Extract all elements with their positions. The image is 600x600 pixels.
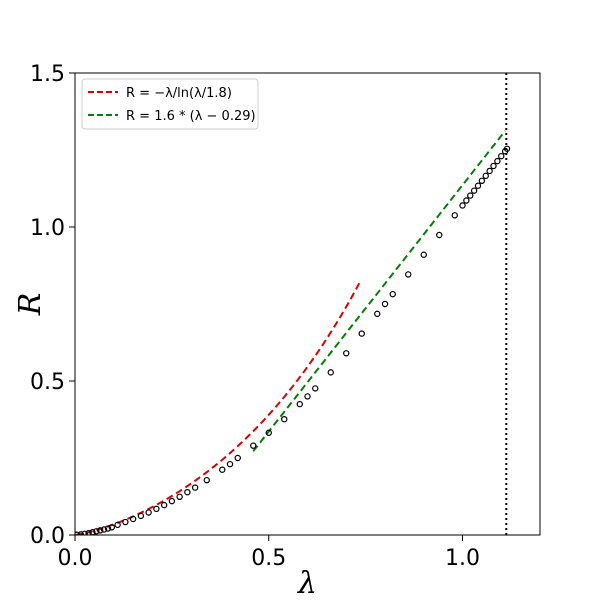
data-point — [381, 300, 389, 308]
x-tick-label: 0.0 — [58, 546, 93, 571]
data-point — [490, 162, 497, 170]
data-point — [122, 518, 129, 526]
x-axis-label: λ — [297, 566, 317, 600]
data-point — [265, 429, 272, 436]
data-point — [96, 527, 104, 534]
data-point — [145, 509, 152, 516]
data-point — [85, 529, 92, 535]
data-point — [100, 526, 108, 533]
plot-area-frame — [74, 72, 541, 536]
data-point — [327, 369, 334, 376]
y-tick-label: 0.0 — [30, 524, 65, 549]
data-point — [389, 290, 396, 298]
data-point — [226, 460, 234, 468]
data-point — [459, 202, 466, 209]
data-point — [176, 493, 183, 501]
y-tick-label: 1.5 — [30, 62, 65, 87]
data-point — [168, 497, 176, 505]
data-point — [77, 531, 85, 535]
data-point — [498, 152, 505, 160]
axis-ticks: 0.0 0.5 1.0 0.0 0.5 1.0 1.5 — [30, 62, 480, 571]
data-point — [374, 310, 381, 318]
legend-entry-fit2: R = 1.6 * (λ − 0.29) — [126, 109, 256, 124]
data-point — [405, 271, 412, 278]
data-point — [358, 330, 365, 337]
data-point — [219, 466, 226, 473]
data-point — [234, 454, 241, 462]
data-point — [478, 177, 486, 184]
data-point — [191, 484, 199, 491]
y-axis-label: R — [13, 293, 48, 317]
fit-curve-1 — [75, 281, 361, 535]
data-point — [153, 505, 160, 513]
data-point — [474, 182, 482, 189]
data-point — [494, 157, 501, 165]
data-point — [129, 515, 137, 523]
data-point — [137, 512, 145, 520]
y-tick-label: 0.5 — [30, 370, 65, 395]
data-point — [160, 501, 168, 509]
data-point — [486, 167, 493, 175]
data-point — [203, 476, 210, 484]
data-point — [470, 187, 478, 194]
data-point — [436, 231, 443, 239]
x-tick-label: 0.5 — [251, 546, 286, 571]
data-point — [281, 415, 288, 423]
data-point — [467, 192, 474, 199]
data-point — [343, 350, 350, 357]
data-point — [81, 530, 88, 535]
data-point — [463, 197, 470, 204]
data-point — [482, 172, 489, 180]
data-point — [312, 385, 319, 392]
data-point — [296, 400, 303, 408]
data-point — [503, 145, 511, 152]
data-point — [114, 521, 121, 529]
x-tick-label: 1.0 — [445, 546, 480, 571]
data-point — [93, 528, 100, 535]
data-point — [250, 442, 257, 449]
legend-entry-fit1: R = −λ/ln(λ/1.8) — [126, 86, 232, 101]
legend-box — [81, 78, 259, 130]
data-point — [108, 524, 116, 531]
data-point — [420, 251, 427, 258]
data-point — [184, 488, 191, 496]
data-point — [451, 212, 458, 219]
data-point — [304, 393, 311, 400]
data-point — [104, 525, 112, 532]
y-tick-label: 1.0 — [30, 216, 65, 241]
fit-curve-2 — [252, 130, 506, 452]
legend: R = −λ/ln(λ/1.8) R = 1.6 * (λ − 0.29) — [81, 78, 259, 130]
